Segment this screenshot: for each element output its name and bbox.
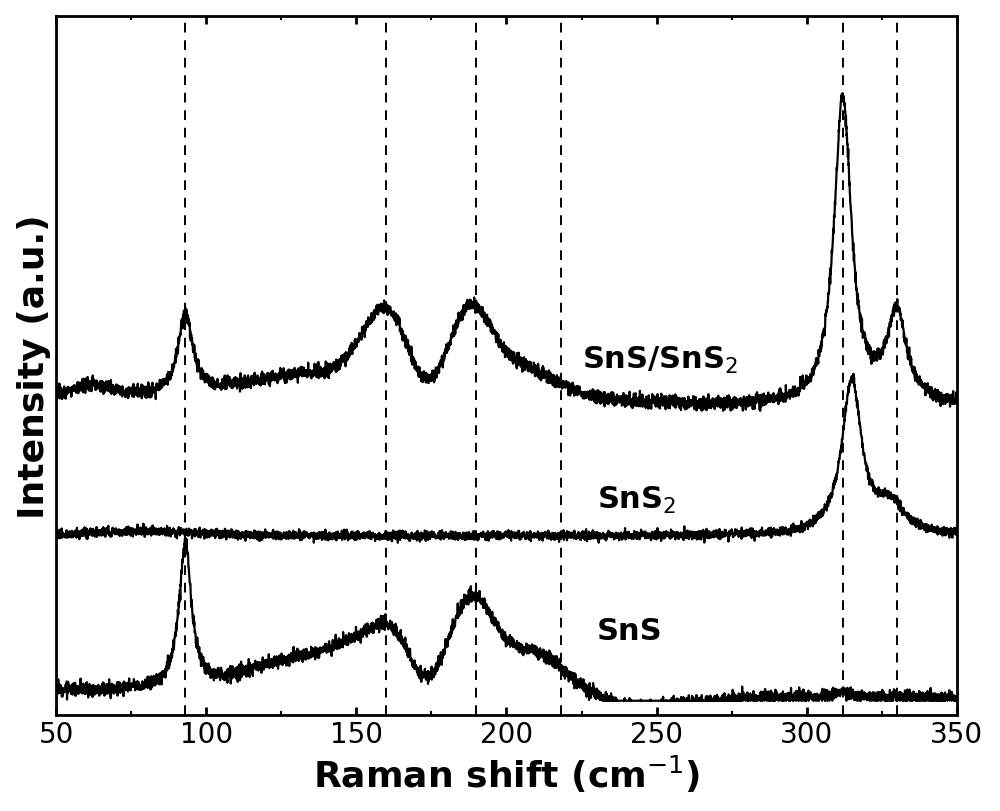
Y-axis label: Intensity (a.u.): Intensity (a.u.) <box>17 213 51 518</box>
Text: SnS$_2$: SnS$_2$ <box>597 484 676 515</box>
X-axis label: Raman shift (cm$^{-1}$): Raman shift (cm$^{-1}$) <box>313 753 700 794</box>
Text: SnS/SnS$_2$: SnS/SnS$_2$ <box>582 345 738 375</box>
Text: SnS: SnS <box>597 616 662 646</box>
